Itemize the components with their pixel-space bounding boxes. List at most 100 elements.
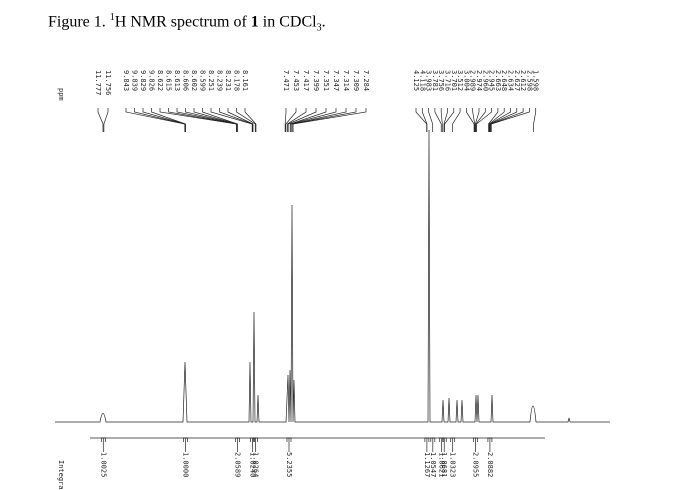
peak-label: 2.663 <box>494 70 502 91</box>
peak-leader <box>421 108 428 132</box>
peak-label: 9.826 <box>148 70 156 91</box>
caption-end: . <box>321 13 326 31</box>
peak-label: 4.125 <box>412 70 420 91</box>
peak-label: 8.231 <box>224 70 232 91</box>
peak-label: 2.612 <box>519 70 527 91</box>
peak-label: 3.983 <box>425 70 433 91</box>
peak-leader <box>236 108 256 132</box>
peak-leader <box>490 108 524 132</box>
integral-value: 1.0240 <box>249 452 257 477</box>
integral-value: 1.0323 <box>449 452 457 477</box>
peak-label: 8.622 <box>156 70 164 91</box>
peak-leader <box>440 108 443 132</box>
integral-value: 5.2355 <box>285 452 293 477</box>
peak-leader <box>134 108 186 132</box>
peak-label: 7.347 <box>332 70 340 91</box>
peak-label: 2.598 <box>525 70 533 91</box>
peak-leader <box>472 108 476 132</box>
peak-leader <box>428 108 434 132</box>
peak-leader <box>290 108 337 132</box>
peak-leader <box>475 108 480 132</box>
peak-label: 3.701 <box>450 70 458 91</box>
peak-leader <box>219 108 254 132</box>
integral-label: Integral <box>57 460 65 490</box>
peak-label: 7.284 <box>362 70 370 91</box>
caption: Figure 1. 1H NMR spectrum of 1 in CDCl3. <box>48 12 326 34</box>
peak-label: 7.314 <box>342 70 350 91</box>
peak-label: 8.602 <box>190 70 198 91</box>
peak-leader <box>466 108 475 132</box>
peak-leader <box>475 108 486 132</box>
peak-leader <box>443 108 448 132</box>
peak-label: 3.004 <box>462 70 470 91</box>
peak-leader <box>151 108 186 132</box>
peak-leader <box>227 108 254 132</box>
integral-value: 2.0882 <box>486 452 494 477</box>
peak-label: 7.417 <box>302 70 310 91</box>
integral-value: 1.0621 <box>438 452 446 477</box>
peak-leader <box>287 108 307 132</box>
caption-text: H NMR spectrum of <box>114 13 251 31</box>
integral-value: 1.0681 <box>440 452 448 477</box>
peak-label: 9.843 <box>122 70 130 91</box>
peak-leader <box>97 108 104 132</box>
peak-label: 7.471 <box>282 70 290 91</box>
peak-label: 7.351 <box>322 70 330 91</box>
peak-leader <box>103 108 109 132</box>
caption-sup: 1 <box>109 12 115 23</box>
integral-value: 1.0264 <box>252 452 260 477</box>
peak-label: 9.829 <box>139 70 147 91</box>
peak-label: 2.945 <box>488 70 496 91</box>
peak-label: 3.756 <box>437 70 445 91</box>
peak-label: 8.599 <box>199 70 207 91</box>
peak-label: 7.453 <box>292 70 300 91</box>
caption-label: Figure 1. <box>48 13 110 31</box>
integral-value: 1.0547 <box>429 452 437 477</box>
peak-leader <box>490 108 530 132</box>
peak-leader <box>244 108 257 132</box>
peak-label: 2.989 <box>469 70 477 91</box>
peak-label: 11.756 <box>104 70 112 95</box>
peak-leader <box>488 108 505 132</box>
integral-value: 1.1267 <box>423 452 431 477</box>
peak-label: 2.960 <box>481 70 489 91</box>
peak-leader <box>202 108 238 132</box>
peak-label: 8.251 <box>207 70 215 91</box>
peak-label: 8.239 <box>216 70 224 91</box>
peak-leader <box>533 108 537 132</box>
peak-label: 8.615 <box>165 70 173 91</box>
peak-label: 9.839 <box>131 70 139 91</box>
caption-sub: 3 <box>316 22 322 34</box>
spectrum-trace <box>55 129 610 423</box>
caption-compound: 1 <box>250 13 259 31</box>
axis-label: ppm <box>57 88 65 101</box>
peak-leader <box>285 108 297 132</box>
peak-label: 7.309 <box>352 70 360 91</box>
peak-leader <box>289 108 327 132</box>
integral-value: 2.0589 <box>233 452 241 477</box>
peak-leader <box>210 108 253 132</box>
peak-label: 4.118 <box>418 70 426 91</box>
peak-label: 8.178 <box>233 70 241 91</box>
caption-solvent: in CDCl <box>258 13 317 31</box>
peak-leader <box>489 108 511 132</box>
peak-leader <box>444 108 455 132</box>
peak-label: 8.613 <box>173 70 181 91</box>
peak-label: 2.627 <box>513 70 521 91</box>
peak-leader <box>287 108 317 132</box>
peak-label: 2.634 <box>507 70 515 91</box>
peak-label: 3.716 <box>444 70 452 91</box>
peak-label: 1.598 <box>532 70 540 91</box>
integral-value: 1.0025 <box>99 452 107 477</box>
integral-value: 2.0955 <box>472 452 480 477</box>
peak-leader <box>476 108 492 132</box>
peak-label: 3.781 <box>431 70 439 91</box>
peak-leader <box>291 108 357 132</box>
peak-label: 2.648 <box>500 70 508 91</box>
peak-label: 8.161 <box>241 70 249 91</box>
peak-leader <box>434 108 442 132</box>
peak-label: 11.777 <box>94 70 102 95</box>
peak-leader <box>452 108 461 132</box>
